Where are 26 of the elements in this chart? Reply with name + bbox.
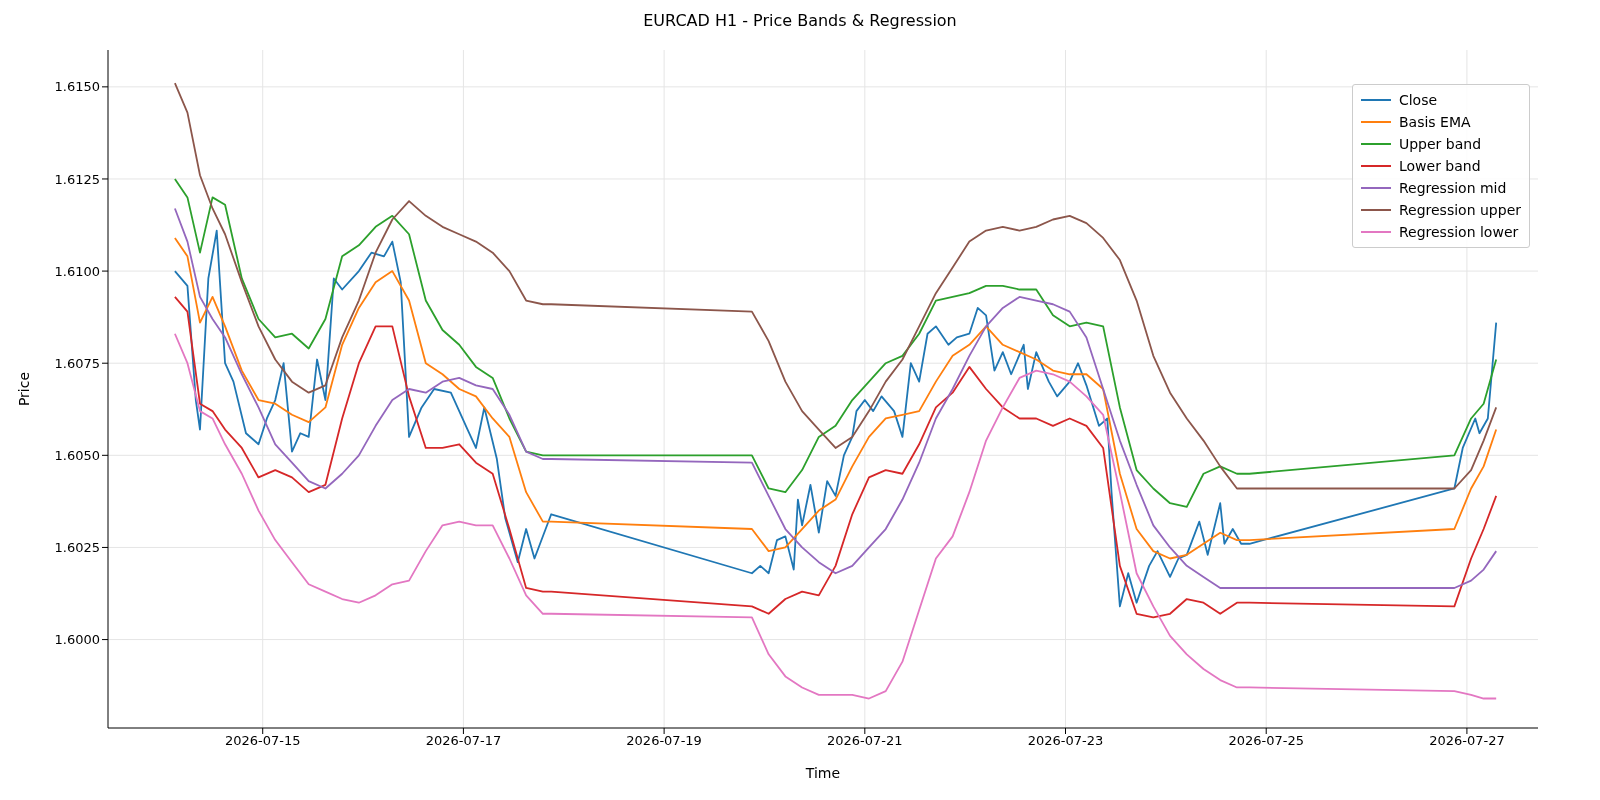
- chart-title: EURCAD H1 - Price Bands & Regression: [642, 10, 958, 32]
- legend-label: Basis EMA: [1398, 114, 1471, 130]
- x-tick-label: 2026-07-21: [827, 733, 903, 749]
- y-tick-label: 1.6075: [54, 355, 100, 371]
- legend-label: Regression mid: [1398, 180, 1507, 196]
- line-series: [174, 332, 1498, 700]
- legend-label: Close: [1398, 92, 1438, 108]
- legend-label: Upper band: [1398, 136, 1482, 152]
- y-tick-label: 1.6150: [54, 79, 100, 95]
- y-tick-label: 1.6025: [54, 540, 100, 556]
- x-axis-title: Time: [804, 765, 841, 781]
- x-tick-label: 2026-07-25: [1228, 733, 1304, 749]
- x-tick-label: 2026-07-15: [224, 733, 301, 749]
- x-tick-label: 2026-07-27: [1429, 733, 1505, 749]
- x-tick-label: 2026-07-19: [626, 733, 702, 749]
- x-tick-label: 2026-07-23: [1027, 733, 1104, 749]
- legend-label: Lower band: [1398, 158, 1481, 174]
- y-tick-label: 1.6050: [54, 447, 100, 463]
- x-tick-label: 2026-07-17: [425, 733, 502, 749]
- legend-label: Regression upper: [1398, 202, 1521, 218]
- y-tick-label: 1.6100: [54, 263, 100, 279]
- line-series: [174, 295, 1498, 619]
- y-tick-label: 1.6125: [54, 171, 100, 187]
- legend-label: Regression lower: [1398, 224, 1519, 240]
- y-tick-label: 1.6000: [54, 632, 100, 648]
- y-axis-title: Price: [15, 371, 32, 407]
